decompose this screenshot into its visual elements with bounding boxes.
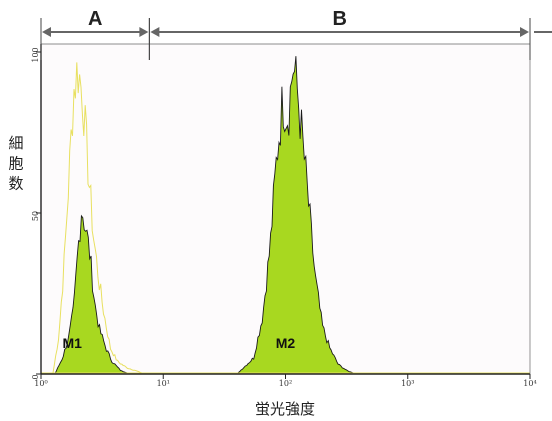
axis-ticks-layer: 10⁰ 10¹ 10² 10³ 10⁴ 0 50 100 (31, 47, 537, 388)
peak-label-m1: M1 (62, 335, 82, 351)
x-tick-label-4: 10⁴ (523, 379, 536, 388)
y-axis-title-char-1: 胞 (8, 154, 23, 172)
y-axis-title-char-2: 数 (8, 175, 23, 193)
gate-region-b: B (148, 8, 531, 60)
series-3-area (235, 56, 357, 375)
y-axis-title-char-0: 細 (8, 134, 23, 152)
histogram-series-layer: M1 M2 (41, 56, 530, 375)
series-1-outline (52, 62, 145, 375)
y-tick-label-2: 100 (31, 47, 40, 62)
gate-b-arrow-left-head (150, 27, 160, 37)
x-tick-label-2: 10² (279, 379, 292, 388)
series-1 (52, 62, 145, 375)
x-axis-title: 蛍光強度 (255, 400, 315, 418)
series-2: M1 (54, 214, 132, 375)
x-tick-label-3: 10³ (401, 379, 414, 388)
x-tick-label-0: 10⁰ (34, 379, 47, 388)
gate-a-arrow-left-head (42, 27, 51, 37)
y-tick-label-1: 50 (31, 211, 40, 221)
gate-b-label: B (332, 8, 346, 30)
gate-b-arrow-right-head (520, 27, 529, 37)
y-tick-label-0: 0 (31, 374, 40, 379)
peak-label-m2: M2 (276, 335, 296, 351)
x-tick-label-1: 10¹ (157, 379, 170, 388)
gate-a-arrow-right-head (139, 27, 149, 37)
series-2-area (54, 214, 132, 375)
y-axis-title: 細胞数 (8, 134, 23, 193)
gate-a-label: A (88, 8, 102, 30)
series-3: M2 (235, 56, 357, 375)
